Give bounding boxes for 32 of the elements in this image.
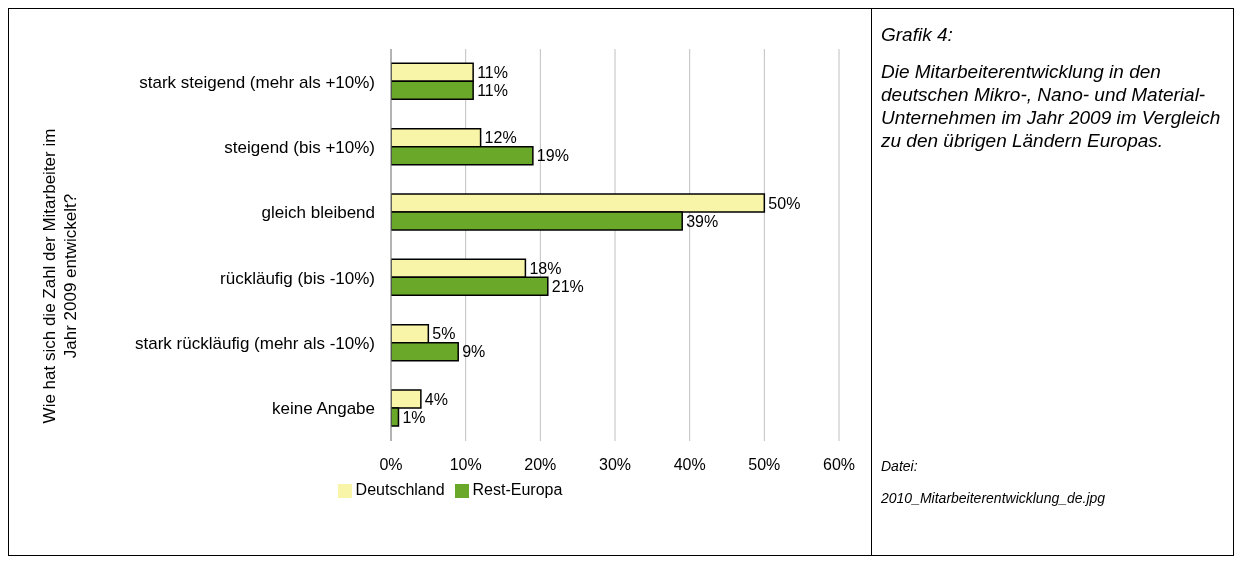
data-label: 4% (424, 390, 448, 408)
text: 2010_Mitarbeiterentwicklung_de.jpg (881, 489, 1107, 507)
y-tick-label: stark steigend (mehr als +10%) (139, 72, 375, 92)
data-label: 50% (768, 194, 801, 212)
x-tick-label: 0% (379, 456, 403, 474)
x-tick-label: 20% (524, 456, 557, 474)
data-label: 21% (551, 278, 584, 296)
data-label: 5% (432, 325, 456, 343)
text: Datei: (881, 457, 919, 475)
y-tick-label: steigend (bis +10%) (224, 138, 375, 158)
x-tick-label: 40% (673, 456, 706, 474)
data-label: 18% (529, 260, 562, 278)
x-tick-label: 30% (598, 456, 632, 474)
data-label: 11% (477, 64, 508, 82)
y-axis-title: Wie hat sich die Zahl der Mitarbeiter im Jahr 2009 entwickelt? (39, 127, 81, 426)
data-label: 12% (484, 129, 517, 147)
y-tick-label: rückläufig (bis -10%) (220, 268, 375, 288)
data-label: 39% (686, 212, 719, 230)
y-tick-label: stark rückläufig (mehr als -10%) (135, 334, 375, 354)
y-tick-label: gleich bleibend (261, 203, 375, 223)
data-label: 19% (536, 147, 569, 165)
x-tick-label: 50% (748, 456, 781, 474)
text: Die Mitarbeiterentwicklung in den deutschen Mikro-, Nano- und Material-Unternehmen im Jahr 2009 im Vergleich zu den übrigen Ländern Europas. (881, 60, 1221, 152)
data-label: 1% (402, 408, 426, 426)
x-tick-label: 10% (449, 456, 482, 474)
data-label: 9% (462, 343, 486, 361)
x-tick-label: 60% (822, 456, 856, 474)
legend-label: Deutschland (355, 481, 445, 498)
data-label: 11% (477, 82, 508, 100)
y-tick-label: keine Angabe (271, 399, 375, 419)
text: Grafik 4: (881, 23, 954, 46)
legend-label: Rest-Europa (472, 481, 563, 498)
